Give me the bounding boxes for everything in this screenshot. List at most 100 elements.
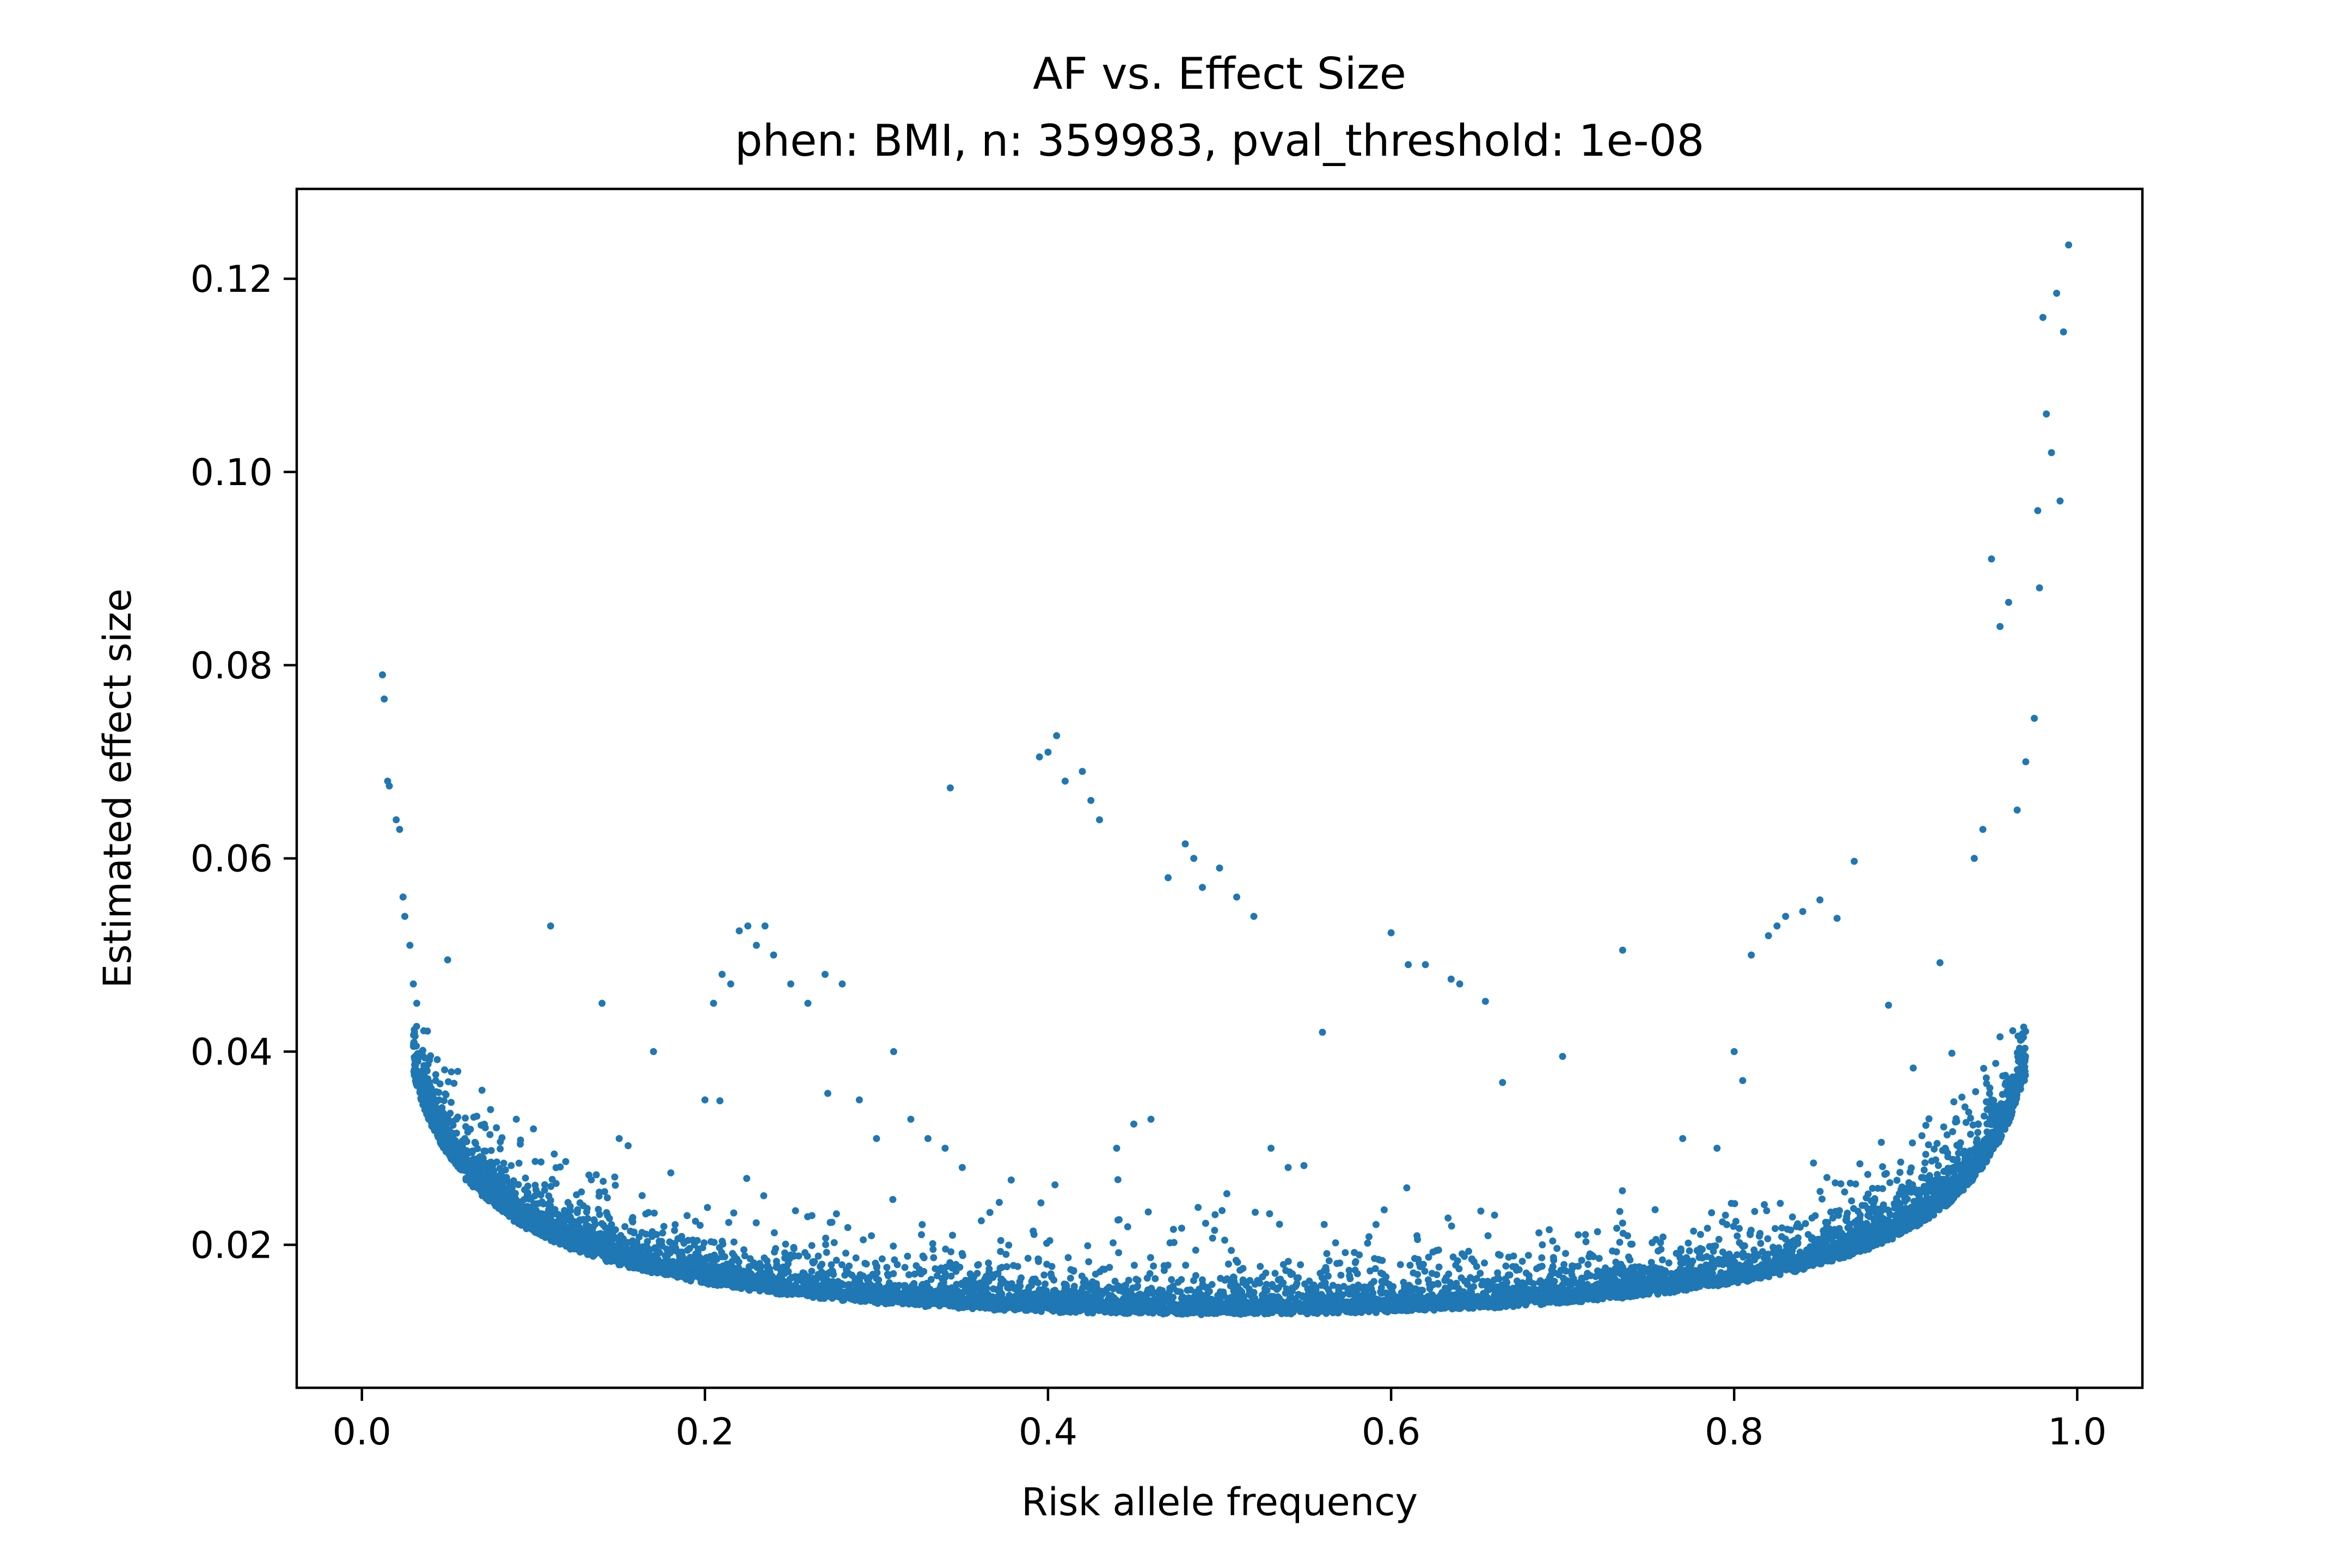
variant-point [830,1239,838,1246]
variant-point [1733,1251,1741,1259]
variant-point [1575,1231,1582,1239]
variant-point [1230,1273,1238,1281]
variant-point [1922,1122,1930,1129]
variant-point [659,1229,666,1237]
variant-point [1494,1273,1502,1281]
variant-point [1084,1242,1092,1250]
variant-point [862,1260,870,1268]
variant-point [1848,1197,1855,1205]
variant-point [1024,1254,1032,1262]
variant-point [1594,1228,1601,1235]
variant-point [1967,1130,1974,1138]
variant-point [1224,1260,1232,1268]
variant-point [1435,1263,1443,1271]
variant-point [949,1232,956,1239]
variant-point [517,1136,524,1144]
variant-point [596,1189,603,1196]
variant-point [1365,1233,1373,1240]
variant-point [1996,1033,2004,1040]
variant-point [1192,1272,1199,1279]
variant-point [1943,1131,1951,1138]
variant-point [832,1210,840,1217]
variant-point [1034,1258,1042,1265]
variant-point [1549,1237,1557,1245]
variant-point [1449,1253,1457,1261]
variant-point [1168,1276,1175,1283]
variant-point [1628,1240,1636,1248]
variant-point [470,1113,477,1121]
variant-point [1658,1256,1666,1264]
variant-point [1477,1270,1484,1277]
scatter-points [379,241,2072,1319]
variant-point [1932,1156,1939,1163]
variant-point [700,1239,708,1247]
variant-point [1202,1220,1209,1227]
variant-point [548,1175,556,1183]
variant-point [1841,1188,1848,1196]
variant-point [424,1027,431,1035]
variant-point [660,1223,667,1230]
variant-point [1974,1129,1982,1136]
variant-point [716,1097,724,1105]
variant-point [782,1240,789,1248]
variant-point [1046,1237,1054,1245]
variant-point [1856,1160,1864,1168]
variant-point [746,1255,754,1263]
variant-point [1772,1225,1779,1232]
variant-point [846,1262,853,1270]
variant-point [1223,1190,1230,1197]
variant-point [1169,1226,1177,1233]
variant-point [1144,1208,1152,1216]
variant-point [770,1229,778,1236]
variant-point [1763,1207,1771,1215]
variant-point [947,1272,955,1280]
variant-point [974,1261,982,1269]
variant-point [1064,1254,1072,1261]
variant-point [1722,1211,1729,1219]
variant-point [743,1175,750,1182]
variant-point [1822,1218,1829,1226]
variant-point [547,1183,555,1190]
variant-point [1433,1271,1441,1278]
variant-point [1051,1181,1059,1189]
variant-point [1297,1261,1304,1269]
variant-point [1018,1274,1025,1282]
variant-point [1651,1206,1659,1214]
variant-point [1143,1275,1151,1282]
variant-point [1934,1162,1942,1169]
variant-point [1444,1214,1452,1222]
variant-point [1251,1281,1259,1288]
variant-point [1014,1263,1021,1270]
variant-point [1037,1199,1045,1206]
variant-point [1619,1187,1626,1195]
variant-point [486,1131,494,1138]
variant-point [479,1154,487,1162]
variant-point [1325,1257,1333,1265]
variant-point [730,1209,738,1217]
variant-point [1372,1221,1380,1228]
variant-point [436,1080,444,1088]
variant-point [1320,1221,1328,1228]
variant-point [1704,1224,1711,1232]
variant-point [1491,1211,1498,1219]
variant-point [1829,1214,1836,1222]
variant-point [952,1261,960,1268]
variant-point [562,1158,569,1165]
variant-point [550,1150,558,1158]
variant-point [942,1245,950,1253]
variant-point [1147,1254,1154,1261]
variant-point [1271,1270,1279,1277]
variant-point [450,1080,458,1087]
variant-point [448,1099,455,1106]
variant-point [1150,1262,1157,1270]
variant-point [1715,1255,1722,1263]
variant-point [785,1260,792,1267]
variant-point [1481,1259,1488,1267]
variant-point [1514,1277,1521,1285]
variant-point [1300,1162,1308,1169]
variant-point [761,1254,768,1261]
variant-point [1690,1227,1698,1235]
variant-point [1659,1233,1667,1241]
variant-point [1174,1278,1182,1286]
